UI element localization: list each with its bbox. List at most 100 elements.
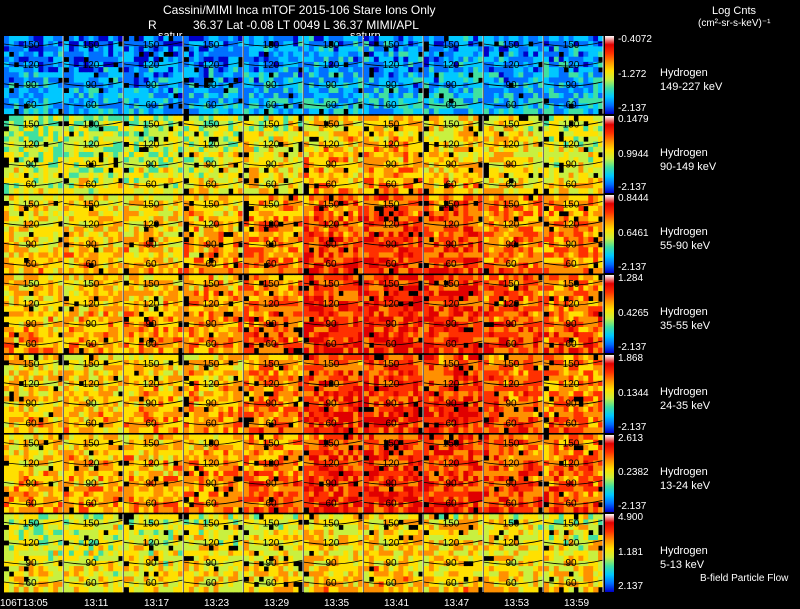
contour-label: 120 — [83, 140, 100, 151]
energy-row-label: Hydrogen 90-149 keV — [660, 146, 716, 174]
contour-label: 120 — [563, 60, 580, 71]
contour-label: 90 — [205, 478, 217, 489]
contour-label: 120 — [83, 219, 100, 230]
contour-label: 60 — [325, 259, 337, 270]
contour-label: 60 — [205, 578, 217, 589]
image-panel: 150 120 90 60 — [123, 514, 184, 593]
contour-label: 60 — [85, 100, 97, 111]
energy-row-5: 150 120 90 60 150 120 90 60 150 120 90 60 150 120 90 60… — [4, 434, 604, 513]
colorbar — [605, 514, 614, 592]
contour-label: 120 — [83, 60, 100, 71]
contour-label: 150 — [323, 279, 340, 290]
contour-label: 150 — [203, 120, 220, 131]
image-panel: 150 120 90 60 — [543, 195, 604, 274]
time-tick-label: 13:35 — [324, 598, 350, 609]
contour-label: 120 — [503, 459, 520, 470]
contour-label: 90 — [385, 399, 397, 410]
contour-label: 90 — [445, 478, 457, 489]
contour-label: 90 — [565, 319, 577, 330]
contour-label: 120 — [83, 379, 100, 390]
energy-row-label: Hydrogen 55-90 keV — [660, 225, 710, 253]
contour-label: 90 — [265, 160, 277, 171]
image-panel: 150 120 90 60 — [123, 195, 184, 274]
contour-label: 60 — [265, 100, 277, 111]
contour-label: 120 — [323, 299, 340, 310]
colorbar-title: Log Cnts — [712, 5, 757, 17]
contour-label: 150 — [143, 40, 160, 51]
energy-row-label: Hydrogen 13-24 keV — [660, 465, 710, 493]
contour-label: 120 — [83, 299, 100, 310]
contour-label: 60 — [325, 419, 337, 430]
contour-label: 120 — [563, 299, 580, 310]
contour-label: 90 — [25, 239, 37, 250]
image-panel: 150 120 90 60 — [423, 195, 484, 274]
contour-label: 120 — [23, 299, 40, 310]
contour-label: 120 — [443, 538, 460, 549]
contour-label: 90 — [445, 558, 457, 569]
contour-label: 120 — [263, 379, 280, 390]
colorbar-min-value: 2.137 — [618, 581, 644, 592]
contour-label: 90 — [445, 239, 457, 250]
contour-label: 150 — [263, 359, 280, 370]
image-panel: 150 120 90 60 — [483, 514, 544, 593]
image-panel: 150 120 90 60 — [4, 36, 64, 115]
contour-label: 150 — [563, 518, 580, 529]
species-label: Hydrogen — [660, 146, 708, 159]
colorbar-max-value: 1.868 — [618, 352, 644, 364]
contour-label: 90 — [265, 80, 277, 91]
contour-label: 150 — [443, 359, 460, 370]
contour-label: 60 — [385, 259, 397, 270]
contour-label: 120 — [143, 140, 160, 151]
contour-label: 90 — [265, 239, 277, 250]
contour-label: 150 — [203, 199, 220, 210]
contour-label: 120 — [143, 60, 160, 71]
contour-label: 60 — [25, 100, 37, 111]
contour-label: 60 — [85, 259, 97, 270]
image-panel: 150 120 90 60 — [483, 354, 544, 433]
contour-label: 120 — [563, 379, 580, 390]
contour-label: 150 — [563, 279, 580, 290]
image-panel: 150 120 90 60 — [63, 275, 124, 354]
species-label: Hydrogen — [660, 306, 708, 319]
contour-label: 90 — [325, 558, 337, 569]
contour-label: 150 — [23, 120, 40, 131]
species-label: Hydrogen — [660, 67, 708, 79]
image-panel: 150 120 90 60 — [543, 354, 604, 433]
image-panel: 150 120 90 60 — [63, 36, 124, 115]
image-panel: 150 120 90 60 — [483, 434, 544, 513]
contour-label: 90 — [85, 160, 97, 171]
contour-label: 60 — [445, 259, 457, 270]
contour-label: 90 — [445, 160, 457, 171]
contour-label: 60 — [85, 419, 97, 430]
contour-label: 90 — [565, 478, 577, 489]
contour-label: 150 — [83, 199, 100, 210]
contour-label: 90 — [25, 160, 37, 171]
colorbar-max-value: 0.1479 — [618, 113, 649, 125]
contour-label: 120 — [443, 459, 460, 470]
image-panel: 150 120 90 60 — [303, 514, 364, 593]
contour-label: 120 — [263, 219, 280, 230]
contour-label: 90 — [25, 319, 37, 330]
contour-label: 120 — [143, 219, 160, 230]
contour-label: 60 — [565, 419, 577, 430]
contour-label: 60 — [265, 419, 277, 430]
image-panel: 150 120 90 60 — [303, 354, 364, 433]
colorbar-units: (cm²-sr-s-keV)⁻¹ — [698, 18, 771, 29]
energy-range-label: 90-149 keV — [660, 160, 717, 173]
contour-label: 90 — [385, 558, 397, 569]
species-label: Hydrogen — [660, 385, 708, 398]
contour-label: 150 — [143, 120, 160, 131]
contour-label: 60 — [85, 578, 97, 589]
contour-label: 120 — [23, 140, 40, 151]
contour-label: 60 — [445, 180, 457, 191]
contour-label: 60 — [265, 339, 277, 350]
contour-label: 150 — [203, 439, 220, 450]
contour-label: 60 — [445, 100, 457, 111]
contour-label: 150 — [83, 279, 100, 290]
contour-label: 60 — [325, 578, 337, 589]
contour-label: 120 — [443, 60, 460, 71]
contour-label: 150 — [203, 518, 220, 529]
contour-label: 60 — [205, 100, 217, 111]
colorbar-max-value: 2.613 — [618, 432, 644, 444]
colorbar-min-value: -2.137 — [618, 501, 647, 513]
